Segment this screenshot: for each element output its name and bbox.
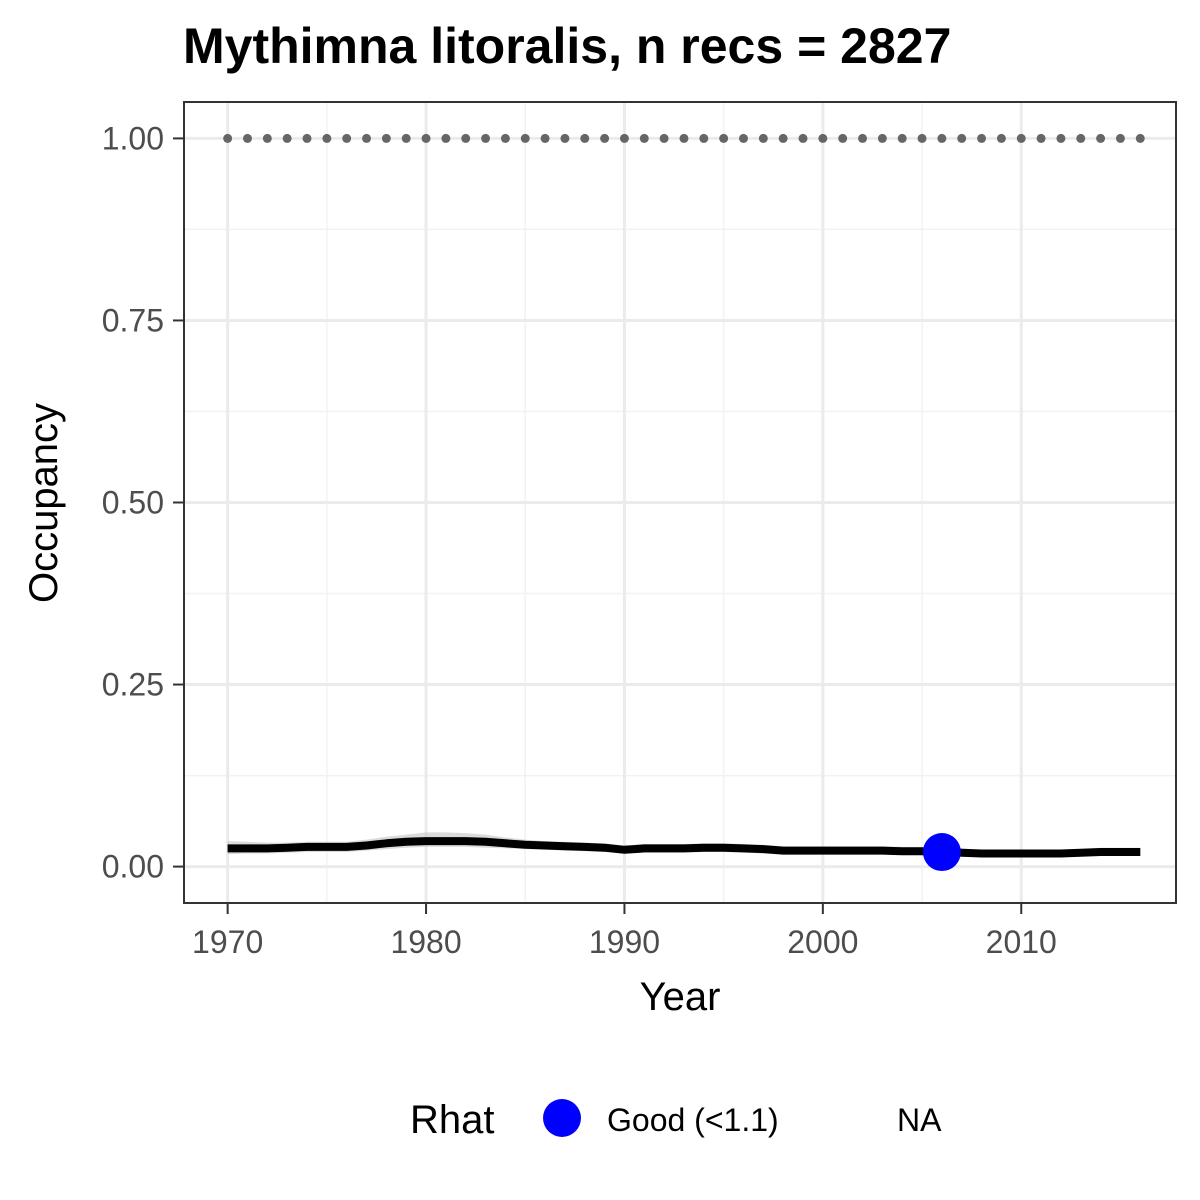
reference-dot [699, 133, 709, 143]
y-axis: 0.00 0.25 0.50 0.75 1.00 [102, 120, 184, 885]
reference-dot [1076, 133, 1086, 143]
legend-label-good: Good (<1.1) [607, 1102, 779, 1138]
reference-dot [659, 133, 669, 143]
rhat-points [922, 833, 961, 872]
x-tick-label: 1970 [192, 924, 263, 960]
occupancy-trend-line [227, 837, 1141, 858]
reference-dot [1135, 133, 1145, 143]
reference-dot [798, 133, 808, 143]
reference-dot [619, 133, 629, 143]
reference-dot [838, 133, 848, 143]
reference-dot [461, 133, 471, 143]
reference-dot [719, 133, 729, 143]
reference-dot [580, 133, 590, 143]
reference-dot [1115, 133, 1125, 143]
reference-dot [877, 133, 887, 143]
legend-key-good [543, 1099, 581, 1137]
reference-dot [897, 133, 907, 143]
reference-dot [441, 133, 451, 143]
y-tick-label: 0.25 [102, 667, 164, 703]
reference-dot [381, 133, 391, 143]
reference-dot [302, 133, 312, 143]
reference-dot [282, 133, 292, 143]
y-tick-label: 0.50 [102, 485, 164, 521]
series-lines [223, 133, 1145, 858]
x-tick-label: 2000 [787, 924, 858, 960]
reference-dot [500, 133, 510, 143]
reference-dot [738, 133, 748, 143]
x-tick-label: 2010 [986, 924, 1057, 960]
reference-dot [977, 133, 987, 143]
reference-dot [996, 133, 1006, 143]
y-tick-label: 0.00 [102, 849, 164, 885]
reference-dot [223, 133, 233, 143]
legend-title: Rhat [410, 1098, 495, 1142]
reference-dot [600, 133, 610, 143]
reference-dot [957, 133, 967, 143]
y-tick-label: 1.00 [102, 120, 164, 156]
reference-dot [362, 133, 372, 143]
reference-dot [917, 133, 927, 143]
reference-dot [242, 133, 252, 143]
reference-dot [1096, 133, 1106, 143]
reference-dot [322, 133, 332, 143]
reference-dot [818, 133, 828, 143]
reference-dot [778, 133, 788, 143]
chart-title: Mythimna litoralis, n recs = 2827 [183, 18, 951, 74]
reference-dot [520, 133, 530, 143]
reference-dot [937, 133, 947, 143]
reference-dot [679, 133, 689, 143]
reference-dot [481, 133, 491, 143]
x-axis: 1970 1980 1990 2000 2010 [192, 903, 1057, 960]
rhat-point [922, 833, 961, 872]
reference-dot [342, 133, 352, 143]
reference-dot [639, 133, 649, 143]
reference-dot [401, 133, 411, 143]
reference-dot [758, 133, 768, 143]
y-axis-title: Occupancy [22, 403, 66, 603]
reference-dot [858, 133, 868, 143]
reference-dot [421, 133, 431, 143]
reference-dot [540, 133, 550, 143]
reference-dot [1016, 133, 1026, 143]
y-tick-label: 0.75 [102, 302, 164, 338]
x-tick-label: 1990 [589, 924, 660, 960]
legend-label-na: NA [897, 1102, 942, 1138]
reference-dot [1036, 133, 1046, 143]
x-tick-label: 1980 [390, 924, 461, 960]
x-axis-title: Year [640, 975, 721, 1019]
reference-dot [560, 133, 570, 143]
reference-dot [262, 133, 272, 143]
legend: Rhat Good (<1.1) NA [410, 1098, 942, 1142]
reference-dot [1056, 133, 1066, 143]
